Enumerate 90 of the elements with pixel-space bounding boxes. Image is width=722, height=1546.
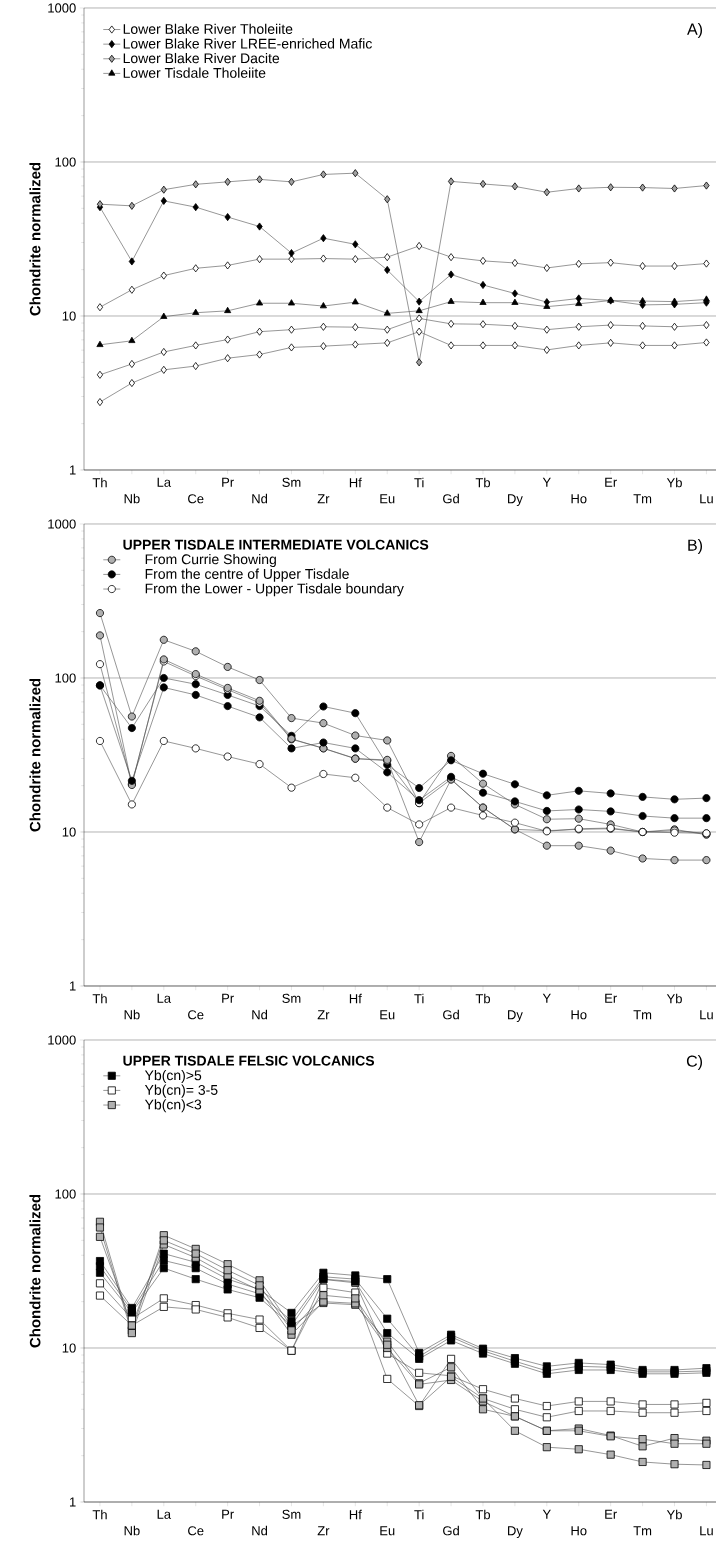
y-axis-title: Chondrite normalized xyxy=(29,162,41,316)
x-tick-label: Th xyxy=(92,993,107,1004)
y-axis-title: Chondrite normalized xyxy=(29,678,41,832)
x-tick-label: Sm xyxy=(282,477,301,487)
legend-title: UPPER TISDALE INTERMEDIATE VOLCANICS xyxy=(123,539,429,550)
x-tick-label: Lu xyxy=(700,1526,713,1536)
x-tick-label: Gd xyxy=(443,493,459,504)
x-tick-label: Tm xyxy=(633,1526,652,1536)
y-tick-label: 1 xyxy=(69,465,76,475)
x-tick-label: Er xyxy=(605,1509,617,1519)
legend-label: From Currie Showing xyxy=(145,553,276,568)
y-tick-label: 100 xyxy=(55,157,76,167)
y-tick-label: 1000 xyxy=(48,519,76,529)
x-tick-label: Hf xyxy=(349,993,362,1004)
x-tick-label: Pr xyxy=(222,993,234,1003)
legend-title: UPPER TISDALE FELSIC VOLCANICS xyxy=(123,1055,375,1066)
x-tick-label: Tm xyxy=(633,494,652,504)
x-tick-label: Nd xyxy=(252,1525,268,1536)
x-tick-label: Hf xyxy=(349,1509,362,1520)
legend-label: Yb(cn)= 3-5 xyxy=(144,1084,218,1098)
x-tick-label: La xyxy=(157,993,172,1003)
x-tick-label: Dy xyxy=(508,494,523,506)
x-tick-label: Ce xyxy=(188,1526,204,1536)
y-tick-label: 1000 xyxy=(48,1035,76,1045)
annotation: A) xyxy=(687,23,703,38)
x-tick-label: Tb xyxy=(475,1509,491,1520)
x-tick-label: Nb xyxy=(124,1009,140,1020)
y-tick-label: 100 xyxy=(55,1189,76,1199)
x-tick-label: Zr xyxy=(317,1010,330,1020)
x-tick-label: Ti xyxy=(414,477,424,488)
x-tick-label: Ho xyxy=(571,1526,587,1536)
x-tick-label: Yb xyxy=(666,477,682,488)
x-tick-label: Nb xyxy=(124,493,140,504)
x-tick-label: Ti xyxy=(414,993,424,1004)
x-tick-label: Dy xyxy=(508,1526,523,1538)
x-tick-label: Th xyxy=(92,1509,107,1520)
x-tick-label: Er xyxy=(605,993,617,1003)
x-tick-label: Dy xyxy=(508,1010,523,1022)
x-tick-label: Sm xyxy=(282,993,301,1003)
x-tick-label: Er xyxy=(605,477,617,487)
x-tick-label: Ce xyxy=(188,1010,204,1020)
y-tick-label: 10 xyxy=(62,311,76,321)
x-tick-label: Eu xyxy=(380,494,395,504)
x-tick-label: Eu xyxy=(380,1526,395,1536)
y-tick-label: 10 xyxy=(62,827,76,837)
x-tick-label: Ho xyxy=(571,494,587,504)
x-tick-label: Zr xyxy=(317,494,330,504)
legend-label: Lower Blake River Tholeiite xyxy=(123,23,293,34)
x-tick-label: Eu xyxy=(380,1010,395,1020)
x-tick-label: Ti xyxy=(414,1509,424,1520)
annotation: B) xyxy=(688,539,703,554)
x-tick-label: Nd xyxy=(252,1009,268,1020)
x-tick-label: Y xyxy=(542,477,551,487)
y-tick-label: 10 xyxy=(62,1343,76,1353)
x-tick-label: Tb xyxy=(475,477,491,488)
x-tick-label: Lu xyxy=(700,494,713,504)
x-tick-label: Gd xyxy=(443,1525,459,1536)
legend-label: Lower Tisdale Tholeiite xyxy=(123,67,266,78)
x-tick-label: Yb xyxy=(666,1509,682,1520)
x-tick-label: Pr xyxy=(222,477,234,487)
x-tick-label: Tb xyxy=(475,993,491,1004)
x-tick-label: Y xyxy=(542,993,551,1003)
x-tick-label: Zr xyxy=(317,1526,330,1536)
x-tick-label: La xyxy=(157,1509,172,1519)
y-tick-label: 1 xyxy=(69,981,76,991)
x-tick-label: Y xyxy=(542,1509,551,1519)
x-tick-label: Nb xyxy=(124,1525,140,1536)
x-tick-label: Nd xyxy=(252,493,268,504)
annotation: C) xyxy=(686,1055,703,1070)
x-tick-label: Sm xyxy=(282,1509,301,1519)
y-tick-label: 100 xyxy=(55,673,76,683)
x-tick-label: Pr xyxy=(222,1509,234,1519)
y-axis-title: Chondrite normalized xyxy=(29,1194,41,1348)
legend-label: Lower Blake River LREE-enriched Mafic xyxy=(123,38,372,49)
x-tick-label: Lu xyxy=(700,1010,713,1020)
x-tick-label: Hf xyxy=(349,477,362,488)
x-tick-label: Ce xyxy=(188,494,204,504)
legend-label: From the centre of Upper Tisdale xyxy=(145,568,349,582)
x-tick-label: Yb xyxy=(666,993,682,1004)
legend-label: From the Lower - Upper Tisdale boundary xyxy=(145,583,404,597)
y-tick-label: 1 xyxy=(69,1497,76,1507)
x-tick-label: Th xyxy=(92,477,107,488)
x-tick-label: Tm xyxy=(633,1010,652,1020)
y-tick-label: 1000 xyxy=(48,3,76,13)
legend-label: Lower Blake River Dacite xyxy=(123,52,280,64)
legend-label: Yb(cn)<3 xyxy=(144,1099,202,1113)
x-tick-label: Gd xyxy=(443,1009,459,1020)
legend-label: Yb(cn)>5 xyxy=(144,1069,202,1084)
x-tick-label: La xyxy=(157,477,172,487)
x-tick-label: Ho xyxy=(571,1010,587,1020)
